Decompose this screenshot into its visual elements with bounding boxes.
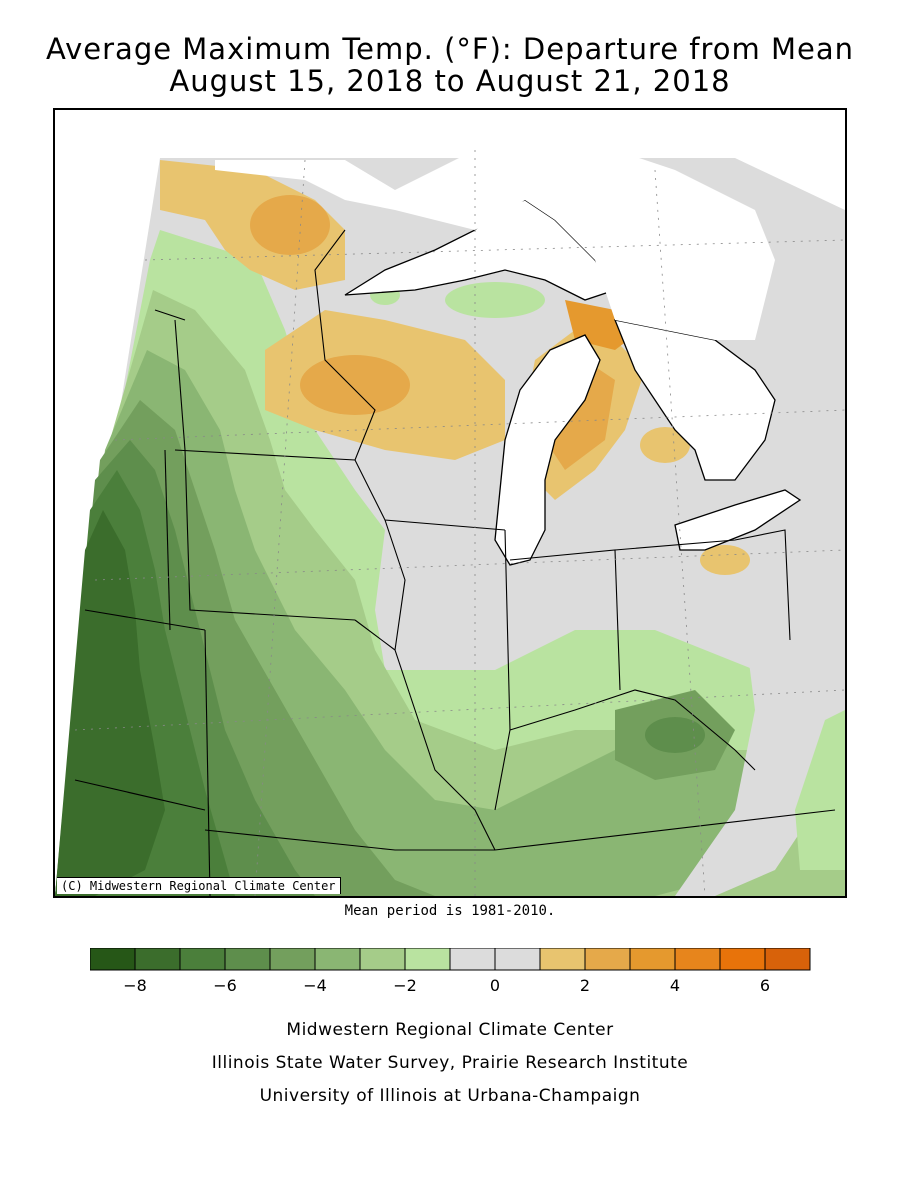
legend-swatch	[584, 948, 631, 971]
anomaly-zone-green-kentucky-core	[645, 717, 705, 753]
legend-swatch	[674, 948, 721, 971]
anomaly-map	[55, 120, 845, 896]
legend-swatch	[314, 948, 361, 971]
credit-line-2: Illinois State Water Survey, Prairie Res…	[211, 1053, 689, 1073]
legend-tick-label: −2	[393, 976, 417, 995]
legend-swatch	[134, 948, 181, 971]
legend-swatch	[404, 948, 451, 971]
legend-tick-label: −4	[303, 976, 327, 995]
legend-swatch	[494, 948, 541, 971]
legend-tick-label: 2	[580, 976, 590, 995]
legend-swatch	[719, 948, 766, 971]
legend-tick-label: 4	[670, 976, 680, 995]
lake-michigan	[494, 334, 601, 566]
legend-swatch	[764, 948, 811, 971]
credit-line-1: Midwestern Regional Climate Center	[286, 1020, 614, 1040]
legend-tick-label: 0	[490, 976, 500, 995]
lake-erie	[674, 489, 802, 551]
anomaly-zone-warm-north-mn-core	[250, 195, 330, 255]
graticule	[74, 150, 845, 896]
map-subtitle-date-range: August 15, 2018 to August 21, 2018	[169, 64, 731, 98]
state-boundaries	[74, 229, 836, 896]
color-legend: −8 −6 −4 −2 0 2 4 6	[90, 948, 811, 995]
anomaly-zone-warm-thumb	[640, 427, 690, 463]
mean-period-note: Mean period is 1981-2010.	[344, 903, 556, 919]
legend-swatch	[224, 948, 271, 971]
legend-swatch	[449, 948, 496, 971]
legend-tick-label: 6	[760, 976, 770, 995]
legend-tick-label: −6	[213, 976, 237, 995]
legend-swatch	[359, 948, 406, 971]
legend-tick-label: −8	[123, 976, 147, 995]
legend-swatch	[90, 948, 136, 971]
anomaly-zone-warm-ne-ohio	[700, 545, 750, 575]
legend-swatch	[629, 948, 676, 971]
map-panel: (C) Midwestern Regional Climate Center	[53, 108, 847, 898]
credit-line-3: University of Illinois at Urbana-Champai…	[259, 1086, 641, 1106]
copyright-label: (C) Midwestern Regional Climate Center	[57, 877, 341, 894]
map-title: Average Maximum Temp. (°F): Departure fr…	[45, 32, 855, 66]
anomaly-zone-warm-wisconsin-core	[300, 355, 410, 415]
anomaly-zone-green-up	[445, 282, 545, 318]
anomaly-zone-green-far-east	[795, 710, 845, 870]
anomaly-zone-green-7	[55, 510, 165, 896]
legend-swatch	[269, 948, 316, 971]
legend-swatch	[179, 948, 226, 971]
canada-land-north	[215, 120, 775, 340]
legend-swatch	[539, 948, 586, 971]
